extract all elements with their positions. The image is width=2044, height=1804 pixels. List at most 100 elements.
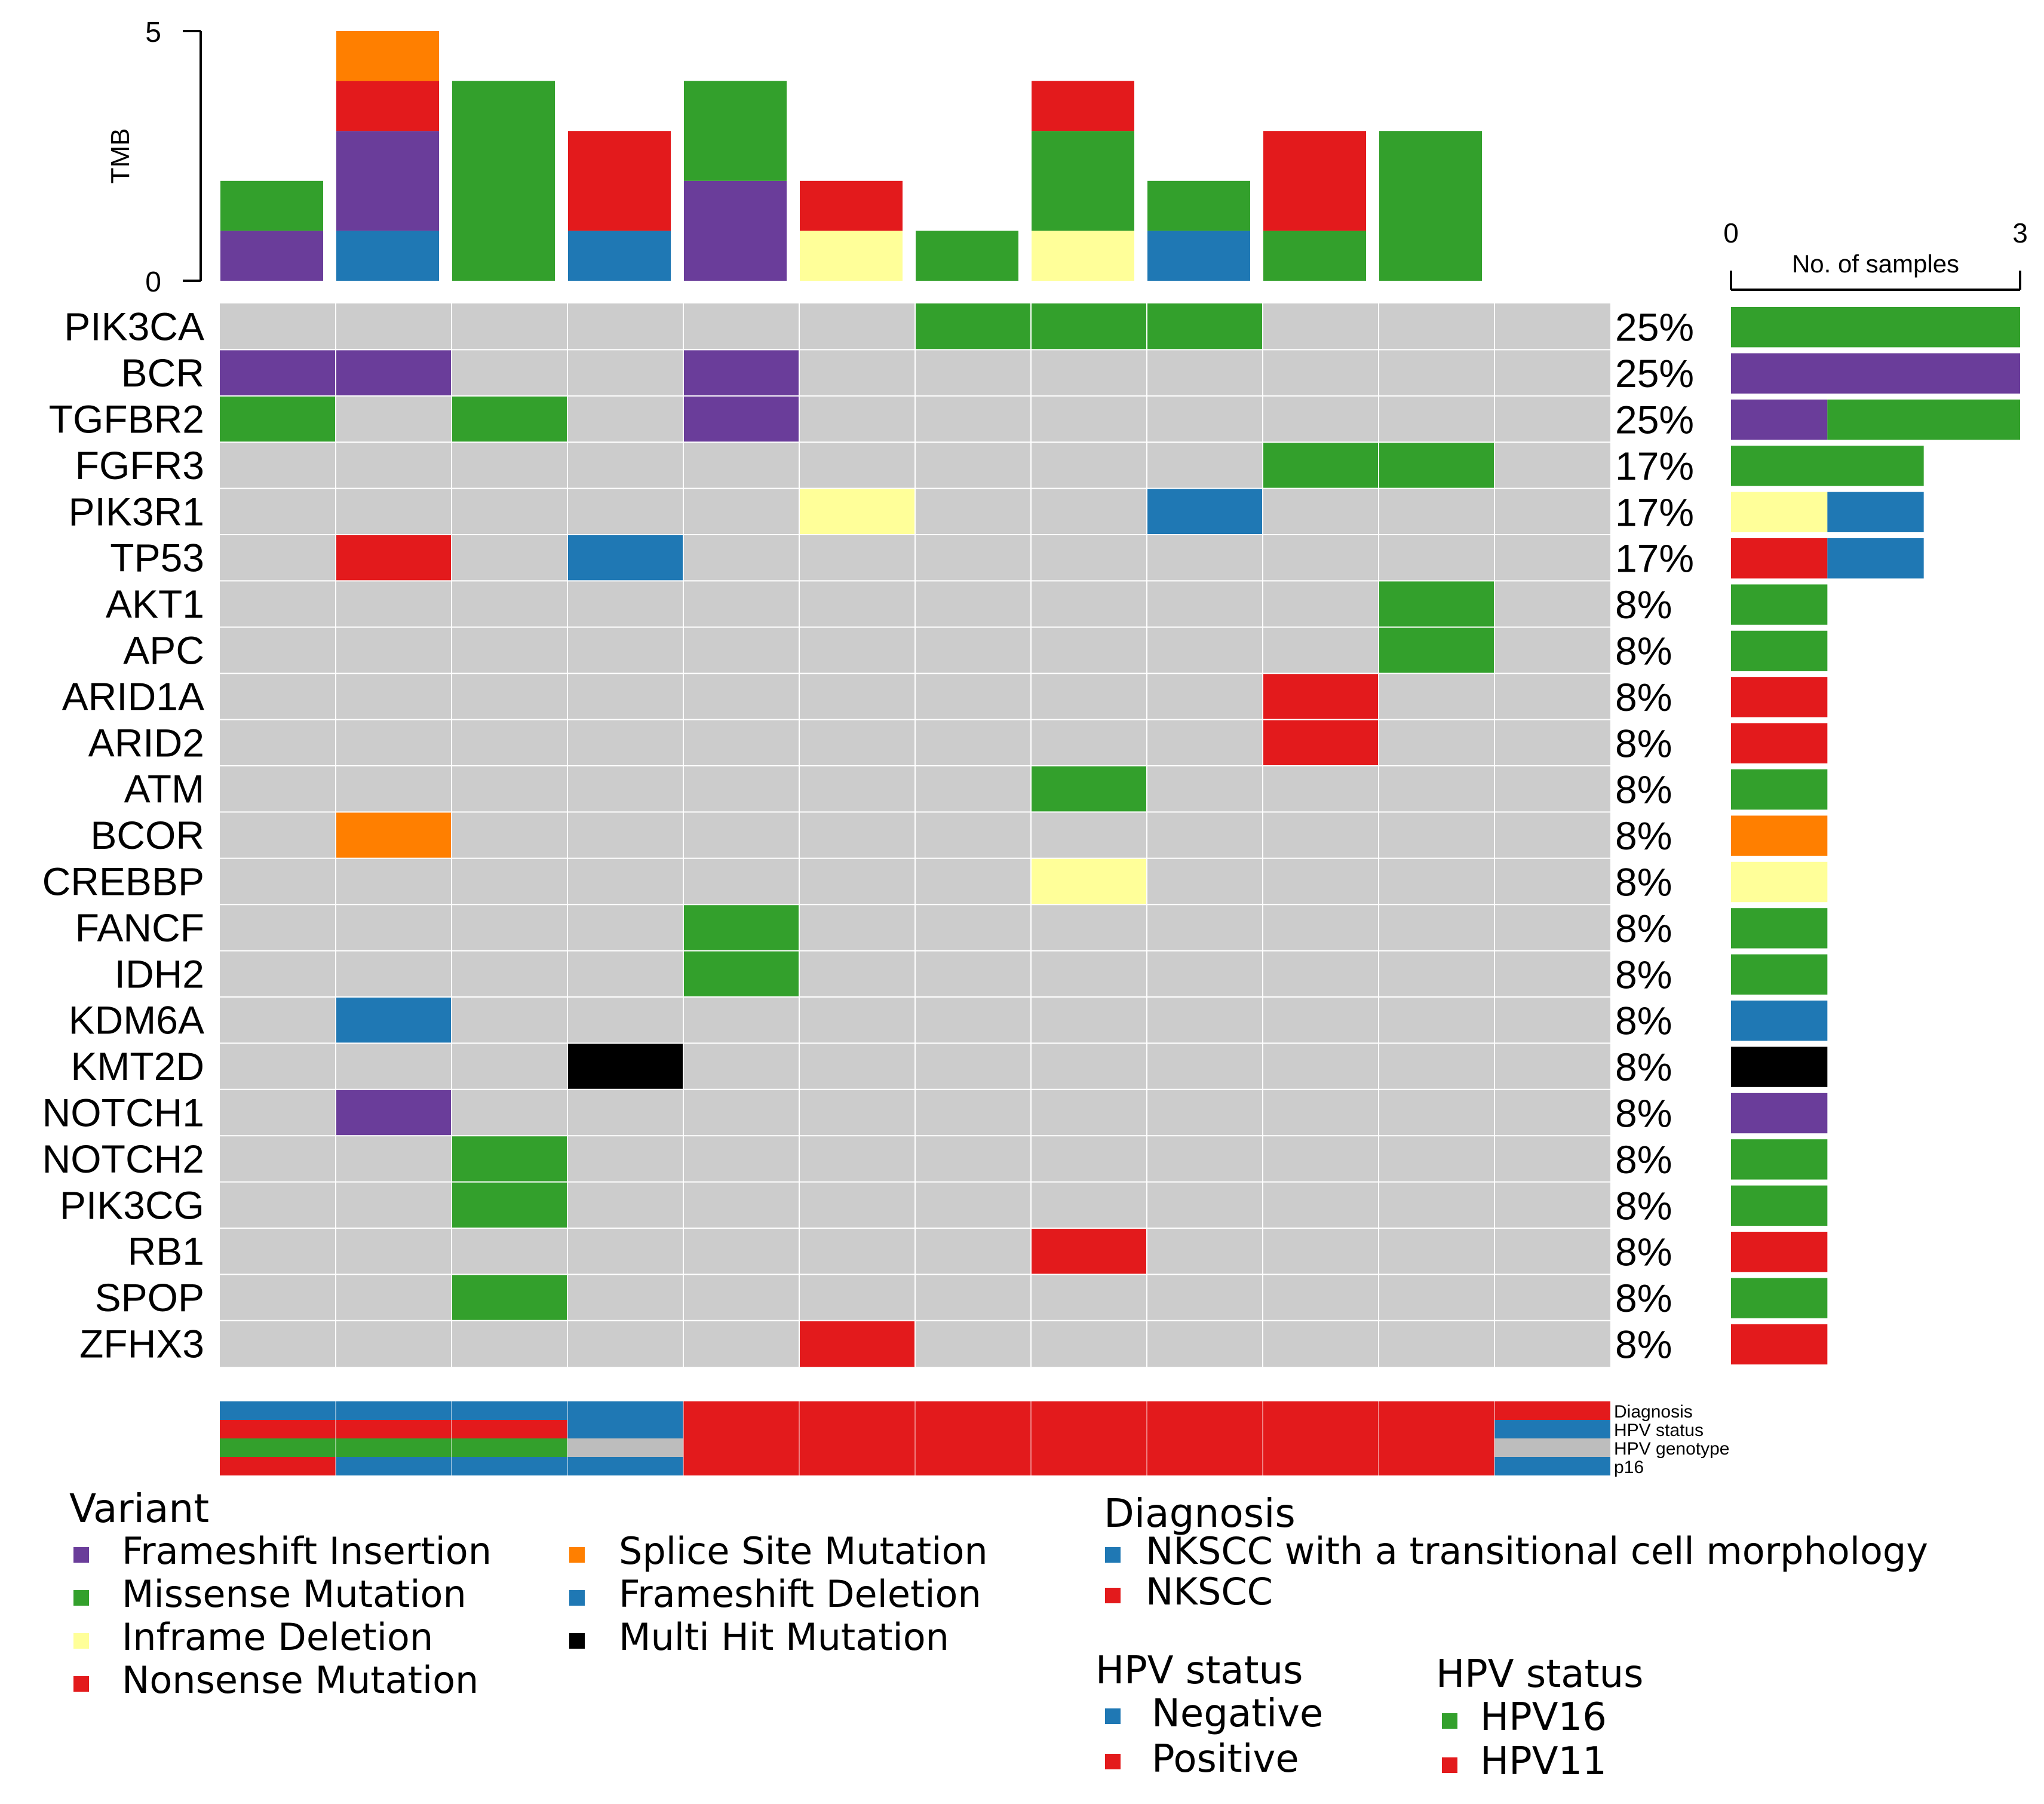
annotation-hpv-status-s7 [915,1420,1031,1438]
annotation-p16-s11 [1379,1457,1494,1475]
side-bar-idh2-missense-mutation [1731,954,1828,995]
side-bar-tgfbr2-missense-mutation [1827,399,2020,440]
side-tick-label: 3 [2012,217,2028,248]
gene-label-bcr: BCR [121,351,204,395]
legend-swatch-hpv-status-positive [1105,1754,1121,1769]
legend-swatch-missense-mutation [73,1590,89,1606]
annotation-hpv-status-s11 [1379,1420,1494,1438]
mutation-cell-fgfr3-s11 [1379,442,1494,489]
annotation-hpv-status-s2 [336,1420,452,1438]
tmb-bar-missense-mutation [1379,131,1482,281]
tmb-tick-label: 0 [145,266,161,298]
gene-label-fancf: FANCF [75,906,204,950]
gene-label-arid2: ARID2 [88,720,204,765]
tmb-bar-missense-mutation [1263,231,1366,281]
gene-percent-spop: 8% [1615,1276,1672,1320]
legend-label-splice-site-mutation: Splice Site Mutation [619,1529,988,1573]
mutation-cell-fancf-s5 [683,904,799,951]
gene-label-tgfbr2: TGFBR2 [49,397,204,441]
tmb-bar-frameshift-deletion [336,231,439,281]
tmb-bar-missense-mutation [1032,131,1134,231]
annotation-label-diagnosis: Diagnosis [1614,1402,1693,1422]
annotation-hpv-status-s10 [1263,1420,1379,1438]
legend-label-hpv-genotype-hpv16: HPV16 [1480,1695,1607,1739]
annotation-hpv-genotype-s8 [1031,1438,1147,1457]
mutation-cell-arid1a-s10 [1263,673,1379,720]
mutation-cell-pik3cg-s3 [452,1182,567,1228]
mutation-cell-bcr-s5 [683,349,799,396]
gene-label-atm: ATM [124,767,204,811]
mutation-cell-tgfbr2-s3 [452,395,567,443]
legend-swatch-inframe-deletion [73,1633,89,1649]
mutation-cell-bcor-s2 [336,812,452,858]
mutation-cell-tp53-s2 [336,535,452,581]
annotation-hpv-genotype-s12 [1494,1438,1610,1457]
legend-swatch-hpv-genotype-hpv16 [1442,1713,1457,1729]
annotation-hpv-genotype-s3 [452,1438,567,1457]
legend-label-multi-hit-mutation: Multi Hit Mutation [619,1615,949,1659]
annotation-p16-s4 [567,1457,683,1475]
legend-title-diagnosis: Diagnosis [1104,1490,1296,1536]
gene-percent-atm: 8% [1615,768,1672,812]
side-bar-kdm6a-frameshift-deletion [1731,1001,1828,1041]
legend-swatch-multi-hit-mutation [569,1633,585,1649]
legend-title-hpv-status: HPV status [1095,1649,1303,1693]
side-bar-fancf-missense-mutation [1731,908,1828,949]
gene-percent-akt1: 8% [1615,582,1672,627]
side-bar-kmt2d-multi-hit-mutation [1731,1047,1828,1087]
legend-label-diagnosis-nkscc-with-a-transitional-cell-morphology: NKSCC with a transitional cell morpholog… [1146,1529,1928,1573]
annotation-p16-s9 [1147,1457,1263,1475]
mutation-cell-atm-s8 [1031,766,1147,812]
side-bar-pik3cg-missense-mutation [1731,1185,1828,1226]
gene-percent-crebbp: 8% [1615,860,1672,904]
tmb-bar-missense-mutation [220,180,323,231]
legend-swatch-hpv-status-negative [1105,1708,1121,1724]
gene-percent-tp53: 17% [1615,536,1694,581]
annotation-p16-s3 [452,1457,567,1475]
annotation-diagnosis-s10 [1263,1401,1379,1420]
mutation-cell-pik3r1-s6 [799,488,915,535]
mutation-cell-apc-s11 [1379,627,1494,674]
annotation-p16-s10 [1263,1457,1379,1475]
annotation-p16-s7 [915,1457,1031,1475]
gene-percent-pik3cg: 8% [1615,1183,1672,1228]
side-bar-zfhx3-nonsense-mutation [1731,1324,1828,1365]
annotation-diagnosis-s2 [336,1401,452,1420]
gene-percent-kdm6a: 8% [1615,999,1672,1043]
mutation-cell-tgfbr2-s1 [220,395,336,443]
gene-label-arid1a: ARID1A [62,674,204,719]
gene-percent-pik3ca: 25% [1615,305,1694,349]
legend-swatch-diagnosis-nkscc [1105,1588,1121,1603]
annotation-hpv-status-s4 [567,1420,683,1438]
gene-label-spop: SPOP [95,1275,204,1320]
legend-label-nonsense-mutation: Nonsense Mutation [122,1658,478,1702]
legend-swatch-frameshift-insertion [73,1547,89,1563]
legend-swatch-hpv-genotype-hpv11 [1442,1757,1457,1773]
side-bar-fgfr3-missense-mutation [1731,446,1924,486]
legend-label-inframe-deletion: Inframe Deletion [122,1615,433,1659]
gene-percent-arid2: 8% [1615,721,1672,765]
tmb-bar-splice-site-mutation [336,31,439,81]
annotation-hpv-genotype-s1 [220,1438,336,1457]
gene-percent-bcr: 25% [1615,351,1694,395]
side-bar-tp53-frameshift-deletion [1827,538,1924,579]
gene-label-idh2: IDH2 [115,952,204,996]
annotation-hpv-status-s5 [683,1420,799,1438]
tmb-bar-frameshift-insertion [220,231,323,281]
annotation-diagnosis-s9 [1147,1401,1263,1420]
mutation-cell-notch1-s2 [336,1089,452,1136]
gene-label-akt1: AKT1 [106,582,204,626]
gene-label-fgfr3: FGFR3 [75,443,204,487]
side-bar-rb1-nonsense-mutation [1731,1232,1828,1272]
legend-title-variant: Variant [69,1486,209,1532]
gene-percent-fgfr3: 17% [1615,444,1694,488]
side-bar-tp53-nonsense-mutation [1731,538,1828,579]
annotation-diagnosis-s12 [1494,1401,1610,1420]
tmb-bar-frameshift-deletion [568,231,671,281]
mutation-cell-notch2-s3 [452,1136,567,1182]
tmb-axis-label: TMB [106,128,135,184]
annotation-hpv-genotype-s5 [683,1438,799,1457]
mutation-cell-arid2-s10 [1263,719,1379,766]
